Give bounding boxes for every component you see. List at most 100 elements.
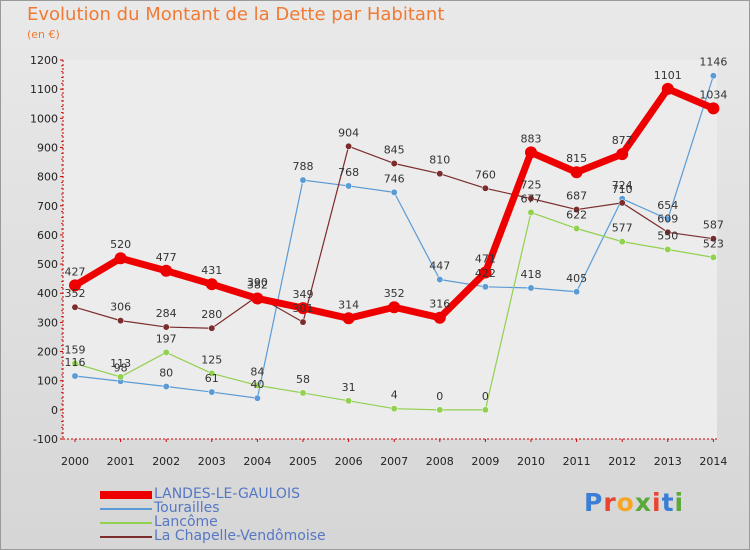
data-point: [299, 389, 307, 397]
data-label: 677: [521, 192, 542, 205]
data-label: 113: [110, 357, 131, 370]
data-label: 284: [156, 307, 177, 320]
data-point: [436, 276, 444, 283]
data-label: 80: [159, 367, 173, 380]
data-point: [618, 238, 626, 246]
y-tick-label: 100: [37, 375, 58, 388]
data-label: 746: [384, 172, 405, 185]
data-point: [208, 388, 216, 396]
y-tick-label: 900: [37, 141, 58, 154]
data-point: [664, 215, 672, 223]
legend-swatch: [100, 491, 152, 499]
x-tick-label: 2009: [471, 455, 499, 468]
data-label: 58: [296, 373, 310, 386]
data-point: [709, 253, 717, 261]
data-label: 1146: [699, 56, 727, 69]
logo-letter: i: [652, 488, 662, 517]
data-label: 405: [566, 272, 587, 285]
data-label: 815: [566, 152, 587, 165]
data-point: [525, 146, 537, 159]
data-point: [570, 166, 583, 179]
data-point: [527, 209, 535, 216]
logo-letter: P: [584, 488, 604, 517]
data-label: 654: [657, 199, 678, 212]
data-point: [342, 312, 355, 325]
data-label: 352: [384, 287, 405, 300]
data-label: 877: [612, 134, 633, 147]
x-tick-label: 2001: [107, 455, 135, 468]
data-point: [299, 176, 307, 184]
logo-letter: x: [634, 488, 652, 517]
chart-unit: (en €): [27, 28, 60, 41]
data-point: [345, 182, 353, 190]
y-tick-label: -100: [33, 433, 58, 446]
data-point: [661, 82, 674, 95]
data-label: 349: [293, 288, 314, 301]
data-label: 4: [391, 389, 398, 402]
data-point: [253, 381, 261, 389]
data-point: [117, 317, 125, 325]
x-tick-label: 2011: [563, 455, 591, 468]
x-tick-label: 2012: [608, 455, 636, 468]
data-label: 883: [521, 132, 542, 145]
data-label: 609: [657, 212, 678, 225]
data-label: 61: [205, 372, 219, 385]
data-point: [208, 369, 216, 377]
data-label: 314: [338, 298, 359, 311]
data-point: [251, 292, 264, 305]
y-tick-label: 0: [51, 404, 58, 417]
chart-title: Evolution du Montant de la Dette par Hab…: [27, 4, 445, 25]
data-label: 31: [342, 381, 356, 394]
data-point: [573, 206, 581, 214]
data-point: [71, 372, 79, 380]
data-point: [390, 405, 398, 413]
data-label: 447: [429, 260, 450, 273]
data-label: 471: [475, 253, 496, 266]
data-label: 382: [247, 278, 268, 291]
data-label: 422: [475, 267, 496, 280]
data-point: [479, 266, 492, 279]
data-label: 40: [250, 378, 264, 391]
data-point: [707, 102, 720, 115]
data-point: [388, 301, 401, 314]
data-point: [436, 170, 444, 178]
data-label: 98: [114, 361, 128, 374]
data-label: 427: [65, 265, 86, 278]
x-tick-label: 2006: [335, 455, 363, 468]
x-tick-label: 2003: [198, 455, 226, 468]
data-label: 1034: [699, 88, 727, 101]
y-tick-label: 200: [37, 346, 58, 359]
data-point: [117, 373, 125, 381]
data-point: [71, 360, 79, 367]
data-label: 768: [338, 166, 359, 179]
data-label: 725: [521, 178, 542, 191]
data-label: 845: [384, 143, 405, 156]
legend-swatch: [100, 536, 152, 538]
data-point: [162, 383, 170, 390]
data-point: [709, 235, 717, 243]
data-label: 477: [156, 251, 177, 264]
data-label: 788: [293, 160, 314, 173]
data-label: 810: [429, 154, 450, 167]
data-point: [433, 311, 446, 324]
y-tick-label: 800: [37, 171, 58, 184]
proxiti-logo: Proxiti: [584, 488, 684, 517]
data-point: [345, 397, 353, 405]
x-tick-label: 2008: [426, 455, 454, 468]
data-point: [436, 406, 444, 414]
legend-label: Lancôme: [154, 514, 218, 530]
data-point: [297, 302, 309, 315]
data-point: [664, 246, 672, 253]
data-point: [69, 279, 81, 292]
logo-letter: i: [674, 488, 685, 517]
data-label: 280: [201, 308, 222, 321]
legend-swatch: [100, 522, 152, 524]
data-label: 577: [612, 222, 633, 235]
data-point: [709, 72, 717, 80]
legend-label: La Chapelle-Vendômoise: [154, 528, 326, 544]
y-tick-label: 300: [37, 316, 58, 329]
data-point: [481, 184, 489, 192]
x-tick-label: 2002: [152, 455, 180, 468]
x-tick-label: 2014: [699, 455, 727, 468]
data-label: 760: [475, 168, 496, 181]
